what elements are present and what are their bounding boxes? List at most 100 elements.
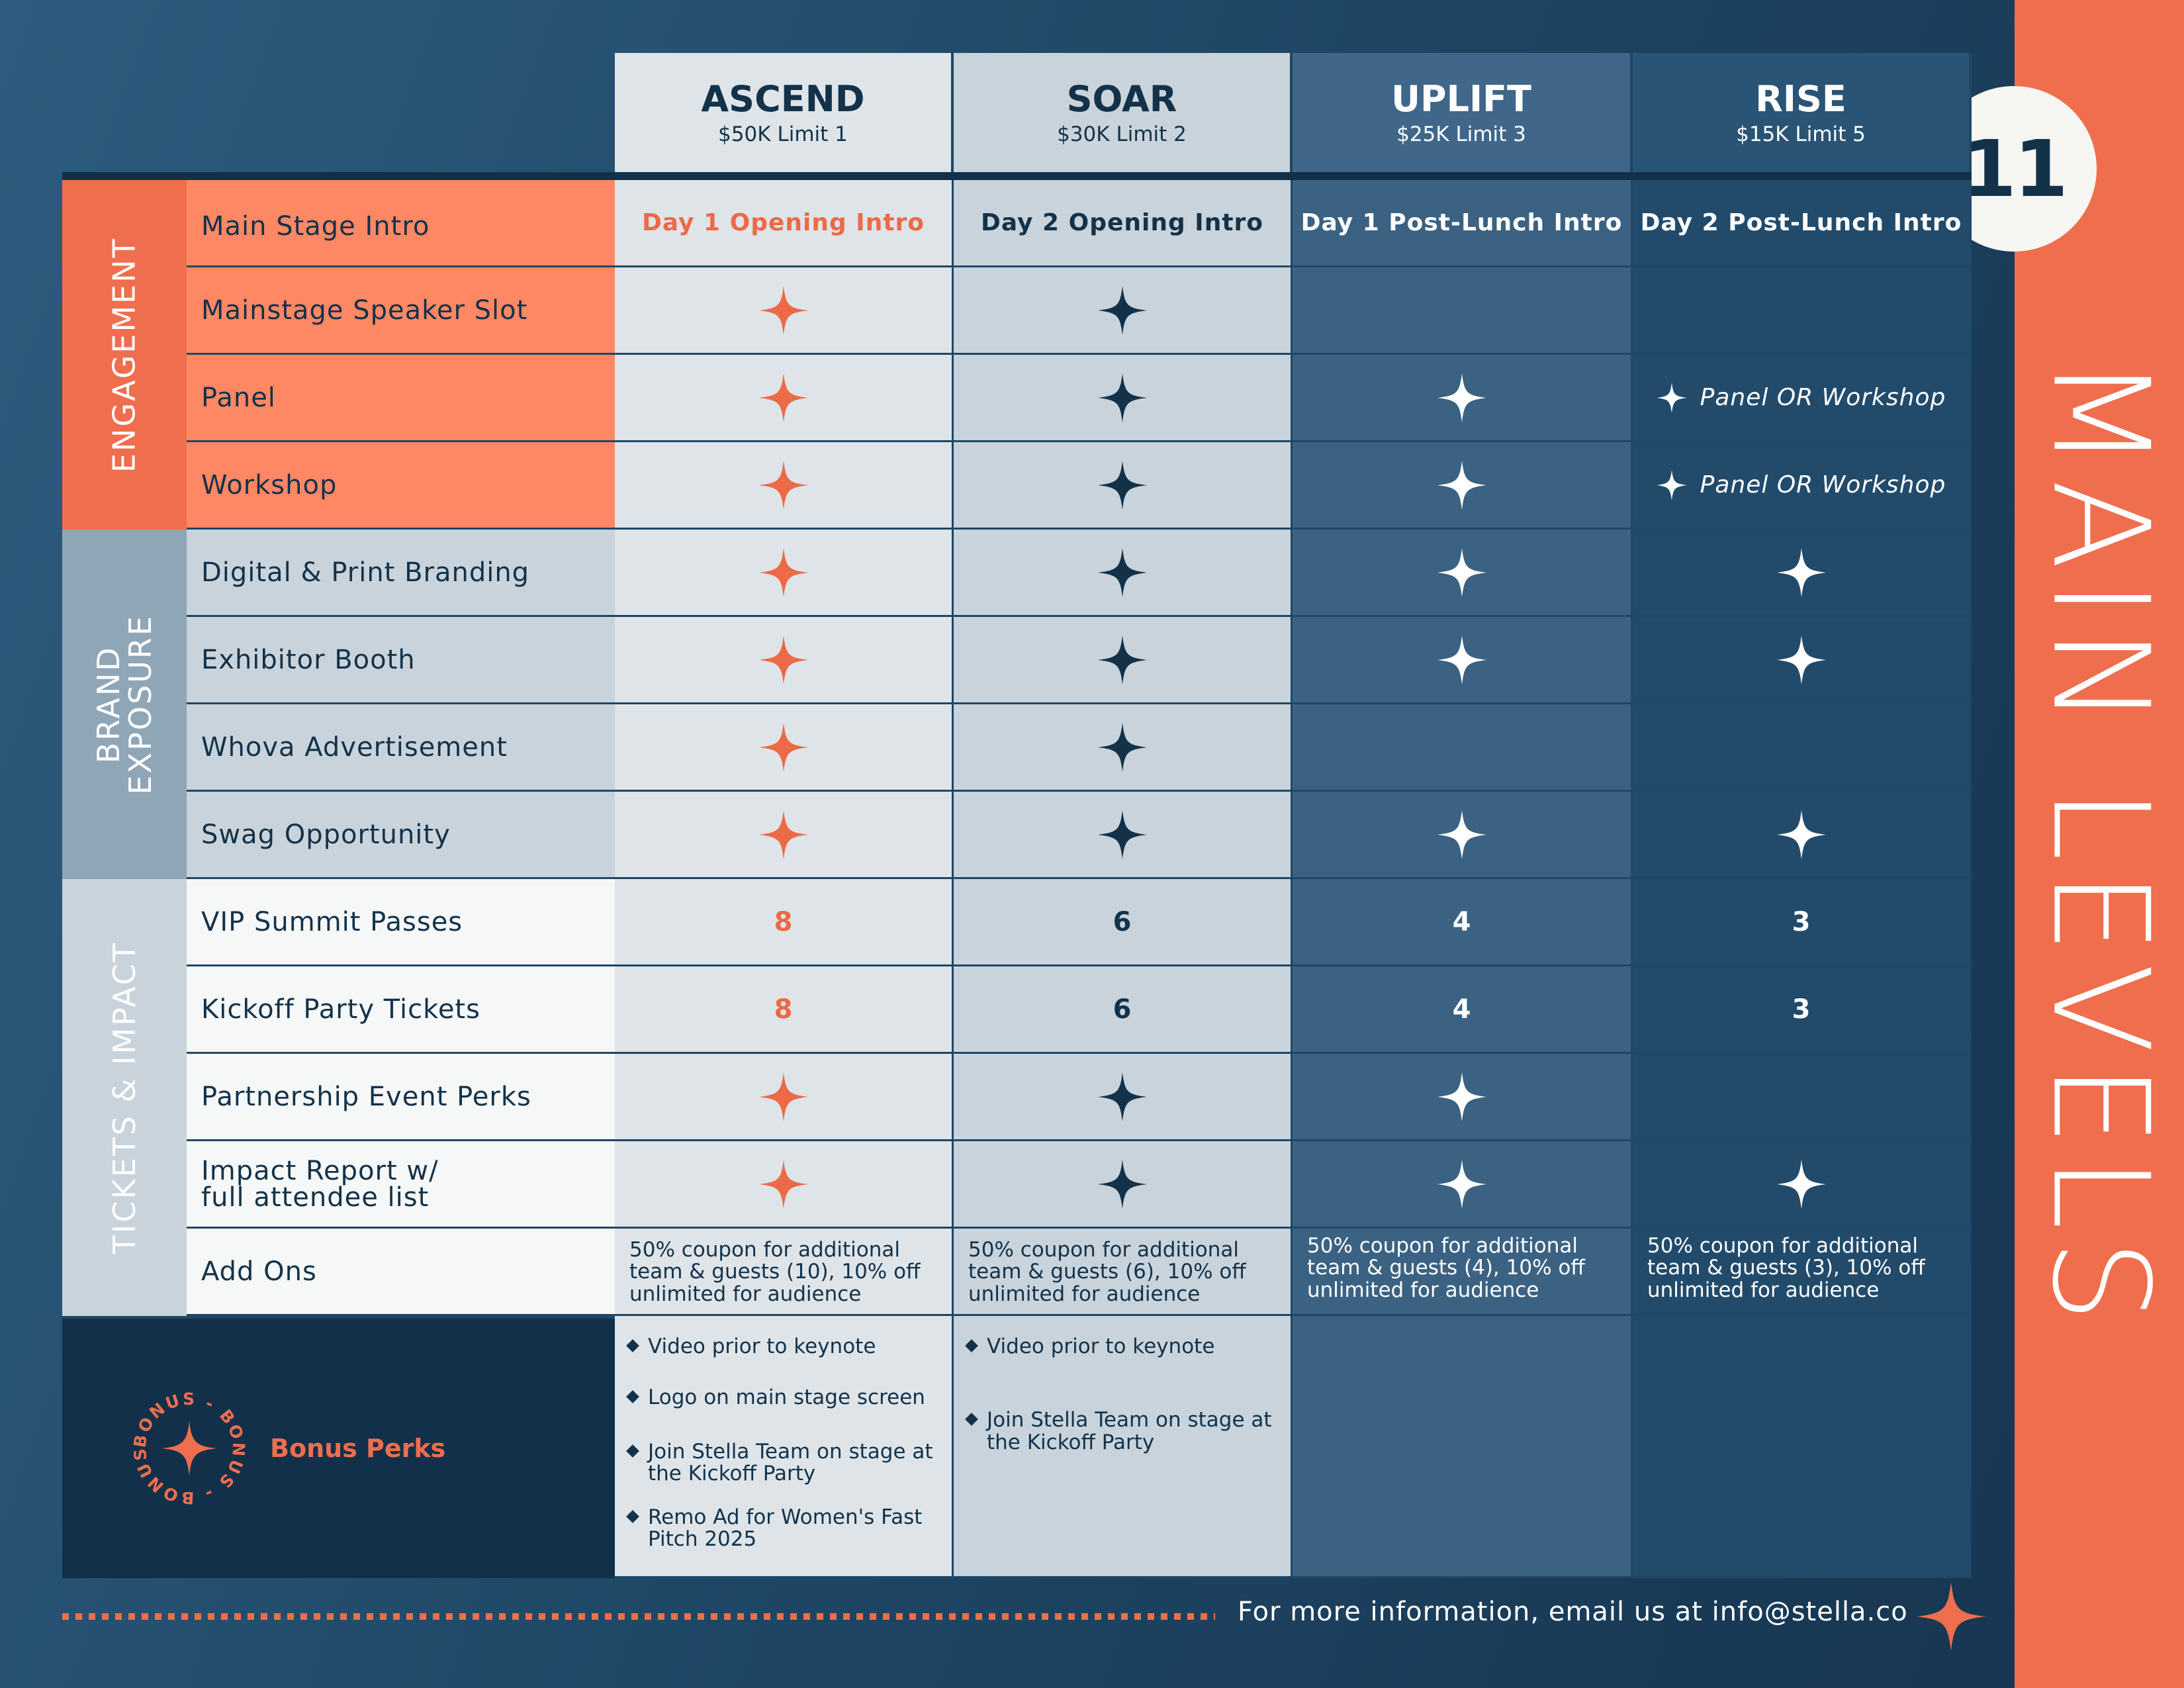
row-label-mainstage-speaker-slot: Mainstage Speaker Slot	[187, 267, 615, 355]
cell-text: Day 1 Opening Intro	[641, 209, 925, 236]
cell-ascend-bonus: Video prior to keynote Logo on main stag…	[615, 1316, 954, 1578]
cell-uplift-vip-summit-passes: 4	[1293, 879, 1633, 966]
cell-soar-bonus: Video prior to keynote Join Stella Team …	[954, 1316, 1293, 1578]
cell-soar-swag-opportunity	[954, 792, 1293, 879]
tier-name: ASCEND	[701, 77, 865, 120]
side-title: MAIN LEVELS	[2015, 0, 2184, 1688]
cell-ascend-mainstage-speaker-slot	[615, 267, 954, 355]
category-tickets-impact: TICKETS & IMPACT	[62, 879, 187, 1316]
cell-uplift-partnership-event-perks	[1293, 1054, 1633, 1141]
star-icon	[758, 547, 808, 597]
cell-soar-main-stage-intro: Day 2 Opening Intro	[954, 180, 1293, 267]
row-label-partnership-event-perks: Partnership Event Perks	[187, 1054, 615, 1141]
cell-ascend-add-ons: 50% coupon for additional team & guests …	[615, 1229, 954, 1316]
cell-rise-workshop: Panel OR Workshop	[1633, 442, 1972, 530]
cell-uplift-impact-report	[1293, 1141, 1633, 1229]
category-label-line2: EXPOSURE	[122, 614, 159, 795]
page-title: MAIN LEVELS	[2023, 355, 2177, 1333]
cell-ascend-whova-advertisement	[615, 704, 954, 792]
star-icon	[1437, 460, 1486, 510]
bonus-perks-text: Bonus Perks	[270, 1434, 446, 1463]
star-icon	[1656, 382, 1687, 413]
star-icon	[758, 285, 808, 335]
star-icon	[1097, 373, 1147, 422]
cell-soar-add-ons: 50% coupon for additional team & guests …	[954, 1229, 1293, 1316]
star-icon	[1097, 547, 1147, 597]
contact-info: For more information, email us at info@s…	[1238, 1597, 1908, 1627]
cell-uplift-mainstage-speaker-slot	[1293, 267, 1633, 355]
bonus-badge-icon: BONUS - BONUS - BONUS -	[123, 1382, 246, 1507]
bonus-perks-label: BONUS - BONUS - BONUS - Bonus Perks	[62, 1316, 615, 1578]
star-icon	[1097, 1072, 1147, 1121]
bonus-item: Logo on main stage screen	[625, 1386, 925, 1409]
tier-name: UPLIFT	[1391, 77, 1531, 120]
bonus-item: Join Stella Team on stage at the Kickoff…	[964, 1409, 1284, 1454]
star-icon	[1097, 810, 1147, 859]
star-icon	[1776, 810, 1826, 859]
star-icon	[1776, 635, 1826, 684]
header-separator	[62, 172, 1972, 180]
star-icon	[1097, 635, 1147, 684]
cell-soar-vip-summit-passes: 6	[954, 879, 1293, 966]
cell-number: 8	[774, 994, 793, 1025]
cell-uplift-bonus	[1293, 1316, 1633, 1578]
star-icon	[1437, 810, 1486, 859]
star-icon	[1097, 1159, 1147, 1209]
cell-soar-digital-print-branding	[954, 530, 1293, 617]
star-icon	[1437, 547, 1486, 597]
tier-price-limit: $15K Limit 5	[1736, 122, 1866, 147]
cell-soar-partnership-event-perks	[954, 1054, 1293, 1141]
cell-uplift-kickoff-party-tickets: 4	[1293, 966, 1633, 1054]
star-icon	[758, 460, 808, 510]
row-label-digital-print-branding: Digital & Print Branding	[187, 530, 615, 617]
cell-soar-workshop	[954, 442, 1293, 530]
star-icon	[1437, 373, 1486, 422]
cell-ascend-exhibitor-booth	[615, 617, 954, 704]
cell-ascend-digital-print-branding	[615, 530, 954, 617]
star-icon	[1917, 1582, 1985, 1651]
star-icon	[1437, 1159, 1486, 1209]
star-icon	[1656, 469, 1687, 500]
star-icon	[758, 810, 808, 859]
star-icon	[1776, 1159, 1826, 1209]
bonus-item: Video prior to keynote	[625, 1335, 876, 1358]
tier-header-uplift: UPLIFT $25K Limit 3	[1293, 53, 1633, 172]
cell-ascend-main-stage-intro: Day 1 Opening Intro	[615, 180, 954, 267]
cell-rise-main-stage-intro: Day 2 Post-Lunch Intro	[1633, 180, 1972, 267]
category-label: BRAND EXPOSURE	[90, 614, 159, 795]
side-band	[2015, 0, 2184, 1688]
cell-uplift-add-ons: 50% coupon for additional team & guests …	[1293, 1229, 1633, 1316]
cell-rise-whova-advertisement	[1633, 704, 1972, 792]
star-icon	[758, 722, 808, 772]
cell-rise-partnership-event-perks	[1633, 1054, 1972, 1141]
panel-or-workshop-text: Panel OR Workshop	[1700, 471, 1946, 498]
cell-ascend-vip-summit-passes: 8	[615, 879, 954, 966]
cell-soar-mainstage-speaker-slot	[954, 267, 1293, 355]
category-label-line1: BRAND	[90, 645, 126, 763]
cell-soar-whova-advertisement	[954, 704, 1293, 792]
bonus-item: Video prior to keynote	[964, 1335, 1214, 1358]
cell-number: 8	[774, 906, 793, 937]
cell-rise-swag-opportunity	[1633, 792, 1972, 879]
header-corner	[62, 53, 615, 172]
cell-ascend-kickoff-party-tickets: 8	[615, 966, 954, 1054]
cell-ascend-panel	[615, 355, 954, 442]
tier-header-rise: RISE $15K Limit 5	[1633, 53, 1972, 172]
star-icon	[758, 635, 808, 684]
levels-table: ASCEND $50K Limit 1 SOAR $30K Limit 2 UP…	[62, 53, 1972, 1578]
cell-rise-kickoff-party-tickets: 3	[1633, 966, 1972, 1054]
row-label-add-ons: Add Ons	[187, 1229, 615, 1316]
cell-ascend-impact-report	[615, 1141, 954, 1229]
cell-uplift-workshop	[1293, 442, 1633, 530]
cell-rise-bonus	[1633, 1316, 1972, 1578]
star-icon	[1776, 547, 1826, 597]
cell-uplift-digital-print-branding	[1293, 530, 1633, 617]
cell-ascend-partnership-event-perks	[615, 1054, 954, 1141]
row-label-swag-opportunity: Swag Opportunity	[187, 792, 615, 879]
cell-uplift-exhibitor-booth	[1293, 617, 1633, 704]
cell-rise-vip-summit-passes: 3	[1633, 879, 1972, 966]
cell-uplift-whova-advertisement	[1293, 704, 1633, 792]
cell-uplift-swag-opportunity	[1293, 792, 1633, 879]
dotted-divider	[62, 1613, 1215, 1620]
cell-ascend-workshop	[615, 442, 954, 530]
